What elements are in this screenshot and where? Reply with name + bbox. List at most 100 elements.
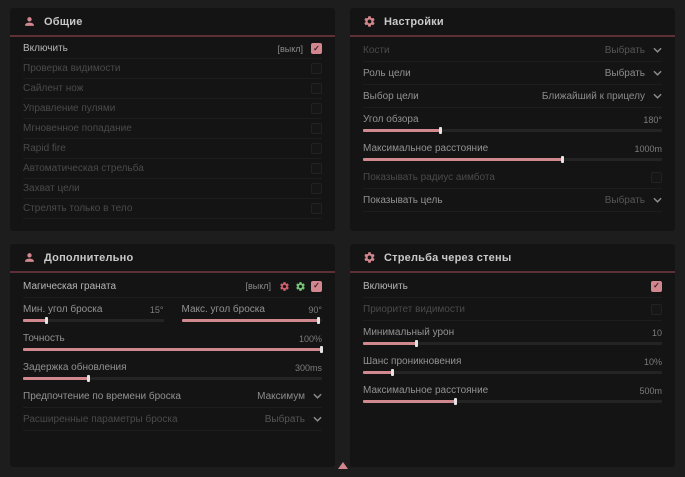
slider-handle[interactable] — [561, 156, 565, 163]
row-enable[interactable]: Включить [выкл] — [23, 39, 322, 59]
row-label: Сайлент нож — [23, 83, 84, 94]
scroll-indicator-icon[interactable] — [338, 462, 348, 469]
throw-time-dropdown[interactable]: Максимум — [257, 391, 322, 402]
checkbox[interactable] — [311, 103, 322, 114]
slider-track[interactable] — [23, 375, 322, 382]
slider-update-delay[interactable]: Задержка обновления 300ms — [23, 356, 322, 385]
row-show-aimbot-radius[interactable]: Показывать радиус аимбота — [363, 166, 662, 189]
row-show-target[interactable]: Показывать цель Выбрать — [363, 189, 662, 212]
slider-track[interactable] — [181, 317, 322, 324]
row-rapid-fire[interactable]: Rapid fire — [23, 139, 322, 159]
slider-accuracy[interactable]: Точность 100% — [23, 327, 323, 356]
row-body-only[interactable]: Стрелять только в тело — [23, 199, 322, 219]
panel-general-content: Включить [выкл] Проверка видимости Сайле… — [10, 37, 335, 219]
slider-handle[interactable] — [86, 375, 90, 382]
slider-handle[interactable] — [320, 346, 323, 353]
slider-label: Мин. угол броска — [23, 304, 103, 315]
slider-handle[interactable] — [438, 127, 442, 134]
slider-track[interactable] — [363, 340, 662, 347]
row-advanced-throw-params[interactable]: Расширенные параметры броска Выбрать — [23, 408, 322, 431]
row-target-selection[interactable]: Выбор цели Ближайший к прицелу — [363, 85, 662, 108]
person-icon — [25, 253, 34, 262]
panel-settings-content: Кости Выбрать Роль цели Выбрать Выбор це… — [350, 37, 675, 212]
status-red-icon[interactable] — [279, 281, 290, 292]
target-selection-dropdown[interactable]: Ближайший к прицелу — [542, 91, 662, 102]
row-label: Показывать радиус аимбота — [363, 171, 495, 183]
dropdown-value: Выбрать — [604, 194, 645, 206]
panel-title: Общие — [44, 15, 83, 28]
slider-handle[interactable] — [414, 340, 418, 347]
slider-label: Точность — [23, 333, 65, 344]
slider-fov[interactable]: Угол обзора 180° — [363, 108, 662, 137]
person-icon — [25, 17, 34, 26]
slider-track[interactable] — [363, 369, 662, 376]
slider-handle[interactable] — [317, 317, 321, 324]
row-silent-knife[interactable]: Сайлент нож — [23, 79, 322, 99]
row-label: Rapid fire — [23, 143, 66, 154]
checkbox[interactable] — [311, 83, 322, 94]
slider-value: 1000m — [634, 143, 662, 154]
row-instant-hit[interactable]: Мгновенное попадание — [23, 119, 322, 139]
row-auto-shoot[interactable]: Автоматическая стрельба — [23, 159, 322, 179]
checkbox[interactable] — [651, 303, 662, 315]
row-target-role[interactable]: Роль цели Выбрать — [363, 62, 662, 85]
panel-title: Настройки — [384, 15, 444, 28]
slider-fill — [363, 398, 457, 405]
slider-max-throw-angle[interactable]: Макс. угол броска 90° — [181, 298, 322, 327]
row-bones[interactable]: Кости Выбрать — [363, 39, 662, 62]
row-label: Включить — [23, 43, 68, 54]
checkbox[interactable] — [311, 183, 322, 194]
slider-fill — [181, 317, 321, 324]
slider-track[interactable] — [363, 127, 662, 134]
slider-value: 10% — [643, 356, 662, 367]
bones-dropdown[interactable]: Выбрать — [605, 45, 662, 56]
slider-handle[interactable] — [453, 398, 457, 405]
checkbox[interactable] — [311, 63, 322, 74]
status-green-icon[interactable] — [295, 281, 306, 292]
row-label: Показывать цель — [363, 194, 443, 206]
row-label: Выбор цели — [363, 90, 419, 102]
checkbox[interactable] — [311, 123, 322, 134]
checkbox[interactable] — [311, 163, 322, 174]
checkbox[interactable] — [311, 280, 322, 292]
slider-handle[interactable] — [390, 369, 394, 376]
target-role-dropdown[interactable]: Выбрать — [605, 68, 662, 79]
gear-icon — [364, 16, 375, 27]
checkbox[interactable] — [311, 43, 322, 54]
row-enable[interactable]: Включить — [363, 275, 662, 298]
row-target-lock[interactable]: Захват цели — [23, 179, 322, 199]
checkbox[interactable] — [651, 280, 662, 292]
slider-max-distance[interactable]: Максимальное расстояние 500m — [363, 379, 662, 408]
show-target-dropdown[interactable]: Выбрать — [605, 195, 662, 206]
slider-min-damage[interactable]: Минимальный урон 10 — [363, 321, 662, 350]
slider-fill — [23, 375, 90, 382]
advanced-throw-dropdown[interactable]: Выбрать — [265, 414, 322, 425]
panel-wallbang-content: Включить Приоритет видимости Минимальный… — [350, 273, 675, 408]
row-throw-time-preference[interactable]: Предпочтение по времени броска Максимум — [23, 385, 322, 408]
slider-fill — [363, 340, 418, 347]
row-label: Автоматическая стрельба — [23, 163, 144, 174]
slider-value: 300ms — [294, 362, 322, 373]
slider-track[interactable] — [23, 346, 323, 353]
slider-fill — [363, 127, 442, 134]
slider-track[interactable] — [363, 398, 662, 405]
slider-label: Максимальное расстояние — [363, 385, 489, 396]
slider-min-throw-angle[interactable]: Мин. угол броска 15° — [23, 298, 164, 327]
slider-label: Задержка обновления — [23, 362, 127, 373]
row-visibility-priority[interactable]: Приоритет видимости — [363, 298, 662, 321]
row-visibility-check[interactable]: Проверка видимости — [23, 59, 322, 79]
row-bullet-control[interactable]: Управление пулями — [23, 99, 322, 119]
slider-handle[interactable] — [44, 317, 48, 324]
hotkey-tag: [выкл] — [245, 281, 271, 291]
slider-max-distance[interactable]: Максимальное расстояние 1000m — [363, 137, 662, 166]
slider-track[interactable] — [23, 317, 164, 324]
slider-value: 180° — [643, 114, 662, 125]
slider-penetration-chance[interactable]: Шанс проникновения 10% — [363, 350, 662, 379]
checkbox[interactable] — [311, 143, 322, 154]
row-magic-grenade[interactable]: Магическая граната [выкл] — [23, 275, 322, 298]
checkbox[interactable] — [311, 203, 322, 214]
slider-value: 100% — [298, 333, 322, 344]
panel-title: Дополнительно — [44, 251, 134, 264]
slider-track[interactable] — [363, 156, 662, 163]
checkbox[interactable] — [651, 171, 662, 183]
